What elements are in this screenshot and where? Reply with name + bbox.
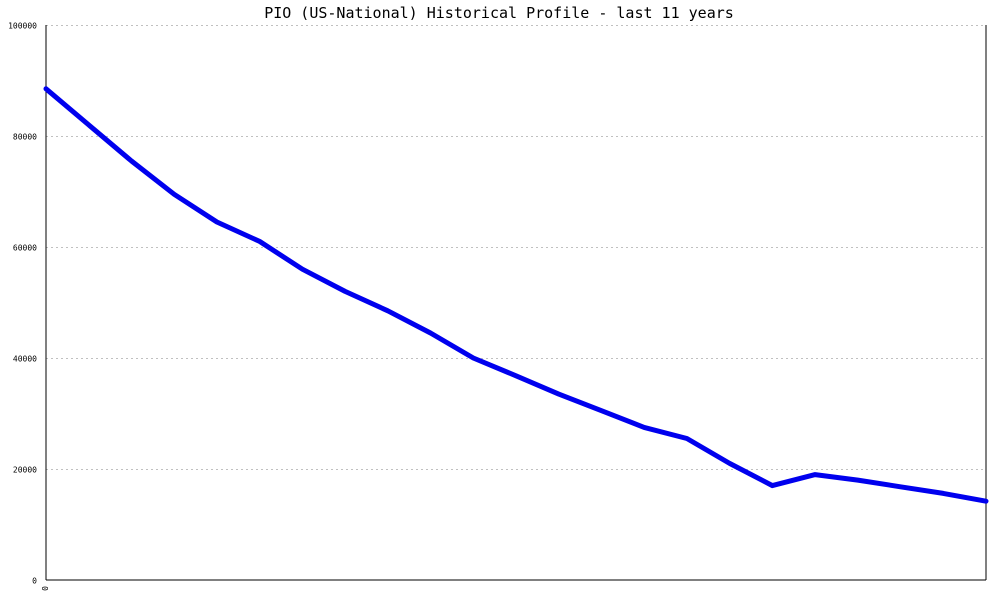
grid-lines	[46, 25, 986, 470]
y-tick-label: 0	[32, 577, 37, 586]
axes	[45, 25, 987, 581]
y-tick-label: 60000	[13, 244, 37, 253]
chart-title: PIO (US-National) Historical Profile - l…	[264, 4, 734, 22]
y-tick-label: 40000	[13, 355, 37, 364]
y-tick-label: 100000	[8, 22, 37, 31]
y-tick-label: 20000	[13, 466, 37, 475]
series-line	[43, 86, 989, 504]
series-lines	[43, 86, 989, 504]
x-tick-labels: 0	[41, 586, 50, 591]
y-tick-labels: 0 20000 40000 60000 80000 100000	[8, 22, 37, 586]
x-tick-label: 0	[41, 586, 50, 591]
y-tick-label: 80000	[13, 133, 37, 142]
